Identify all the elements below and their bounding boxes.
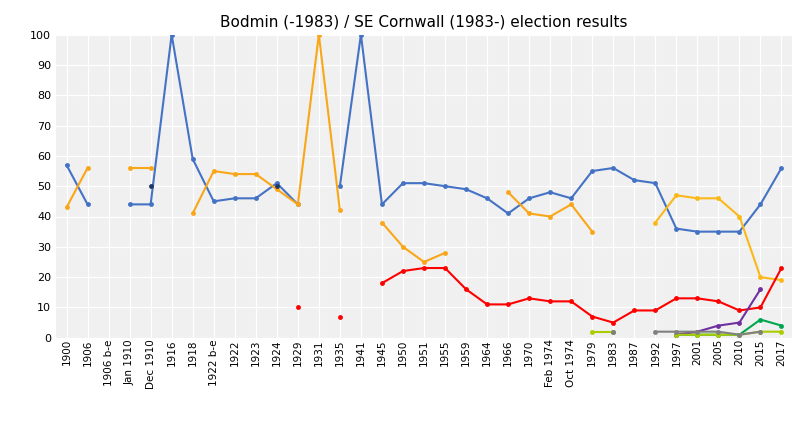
UKIP — [756, 287, 766, 292]
Lib Dem — [671, 193, 681, 198]
Mebyon Ker — [587, 329, 597, 334]
Line: UKIP: UKIP — [674, 287, 763, 337]
Title: Bodmin (-1983) / SE Cornwall (1983-) election results: Bodmin (-1983) / SE Cornwall (1983-) ele… — [220, 14, 628, 29]
UKIP — [734, 320, 744, 325]
Lib Dem — [777, 278, 786, 283]
Lib Dem — [693, 196, 702, 201]
Line: Mebyon Ker: Mebyon Ker — [590, 329, 616, 334]
Lib Dem — [734, 214, 744, 219]
UKIP — [714, 323, 723, 328]
Liberal — [82, 165, 92, 171]
Lib Dem — [756, 275, 766, 280]
UKIP — [671, 332, 681, 337]
Mebyon Ker — [609, 329, 618, 334]
Lib Dem — [650, 220, 660, 225]
Liberal — [62, 205, 71, 210]
Conservative — [82, 202, 92, 207]
Lib Dem — [714, 196, 723, 201]
Line: Conservative: Conservative — [64, 162, 90, 207]
Conservative — [62, 162, 71, 168]
UKIP — [693, 329, 702, 334]
Line: Lib Dem: Lib Dem — [653, 193, 784, 283]
Line: Liberal: Liberal — [64, 165, 90, 210]
